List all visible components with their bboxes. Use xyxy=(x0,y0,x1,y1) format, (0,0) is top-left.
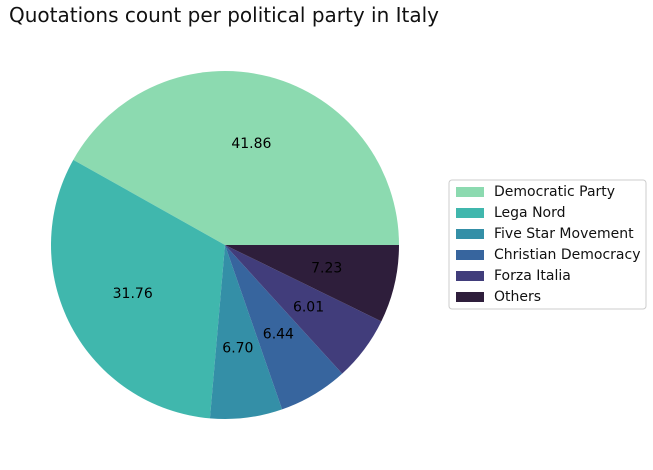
pie-slice-others xyxy=(225,245,399,322)
legend-swatch-others xyxy=(456,292,484,302)
legend-label-forza-italia: Forza Italia xyxy=(494,268,571,284)
pie-slice-forza-italia xyxy=(225,245,382,374)
pie-slice-lega-nord xyxy=(51,159,226,419)
legend-swatch-democratic-party xyxy=(456,187,484,197)
legend-swatch-five-star-movement xyxy=(456,229,484,239)
pie-value-labels: 41.86 31.76 6.70 6.44 6.01 7.23 xyxy=(113,136,343,357)
slice-value-label-others: 7.23 xyxy=(311,261,342,277)
slice-value-label-democratic-party: 41.86 xyxy=(231,136,271,152)
legend-swatch-forza-italia xyxy=(456,271,484,281)
pie-slices xyxy=(51,71,400,420)
legend-label-lega-nord: Lega Nord xyxy=(494,205,566,221)
slice-value-label-lega-nord: 31.76 xyxy=(113,286,153,302)
pie-slice-democratic-party xyxy=(73,71,400,245)
legend-swatch-lega-nord xyxy=(456,208,484,218)
legend-label-others: Others xyxy=(494,289,541,305)
legend-label-democratic-party: Democratic Party xyxy=(494,184,615,200)
legend-label-christian-democracy: Christian Democracy xyxy=(494,247,640,263)
pie-slice-five-star-movement xyxy=(209,245,283,420)
slice-value-label-forza-italia: 6.01 xyxy=(293,300,324,316)
slice-value-label-christian-democracy: 6.44 xyxy=(263,327,294,343)
slice-value-label-five-star-movement: 6.70 xyxy=(222,341,253,357)
legend-label-five-star-movement: Five Star Movement xyxy=(494,226,634,242)
legend-swatch-christian-democracy xyxy=(456,250,484,260)
legend: Democratic Party Lega Nord Five Star Movem… xyxy=(448,179,647,310)
chart-title: Quotations count per political party in … xyxy=(9,3,439,27)
pie-slice-christian-democracy xyxy=(225,245,343,410)
legend-frame xyxy=(448,179,647,310)
